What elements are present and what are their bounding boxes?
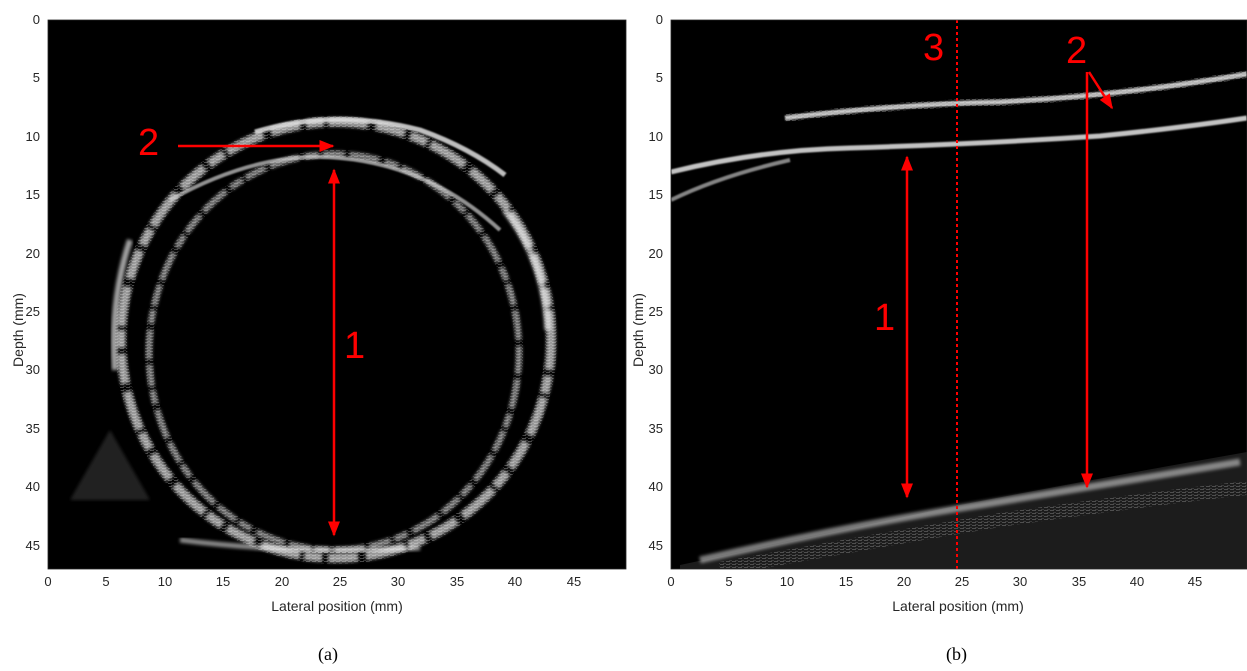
panel-b-echo <box>671 70 1247 569</box>
panel-a-xtick: 20 <box>275 574 289 589</box>
panel-a-ytick: 0 <box>33 12 40 27</box>
panel-a-annotation-1: 1 <box>344 325 365 367</box>
panel-a-ytick: 35 <box>26 421 40 436</box>
panel-b-ytick: 45 <box>649 538 663 553</box>
panel-a: 2 1 0 5 10 15 20 25 30 35 40 45 0 5 10 1… <box>10 12 627 614</box>
panel-b-xtick: 15 <box>839 574 853 589</box>
panel-b-xtick: 20 <box>897 574 911 589</box>
panel-b-ytick: 35 <box>649 421 663 436</box>
panel-b-ytick: 30 <box>649 362 663 377</box>
panel-a-x-ticks: 0 5 10 15 20 25 30 35 40 45 <box>44 574 581 589</box>
panel-b-ylabel: Depth (mm) <box>630 293 646 367</box>
panel-b-ytick: 40 <box>649 479 663 494</box>
panel-a-xlabel: Lateral position (mm) <box>271 598 403 614</box>
panel-a-axes-frame <box>47 19 627 570</box>
panel-a-xtick: 0 <box>44 574 51 589</box>
panel-b-xlabel: Lateral position (mm) <box>892 598 1024 614</box>
panel-b-xtick: 35 <box>1072 574 1086 589</box>
panel-a-xtick: 5 <box>102 574 109 589</box>
panel-a-xtick: 40 <box>508 574 522 589</box>
panel-b-ytick: 25 <box>649 304 663 319</box>
panel-a-xtick: 25 <box>333 574 347 589</box>
panel-b-annotation-2: 2 <box>1066 30 1087 72</box>
panel-b-xtick: 45 <box>1188 574 1202 589</box>
panel-a-ytick: 15 <box>26 187 40 202</box>
caption-b: (b) <box>946 644 967 664</box>
panel-b: 3 2 1 0 5 10 15 20 25 30 35 40 45 0 5 10… <box>630 12 1247 614</box>
panel-b-ytick: 15 <box>649 187 663 202</box>
panel-a-ytick: 5 <box>33 70 40 85</box>
panel-b-xtick: 40 <box>1130 574 1144 589</box>
panel-b-ytick: 5 <box>656 70 663 85</box>
panel-a-xtick: 45 <box>567 574 581 589</box>
panel-a-ytick: 10 <box>26 129 40 144</box>
panel-b-x-ticks: 0 5 10 15 20 25 30 35 40 45 <box>667 574 1202 589</box>
panel-a-xtick: 15 <box>216 574 230 589</box>
panel-b-annotation-1: 1 <box>874 297 895 339</box>
panel-a-ytick: 40 <box>26 479 40 494</box>
panel-b-xtick: 5 <box>725 574 732 589</box>
panel-b-xtick: 10 <box>780 574 794 589</box>
panel-b-xtick: 25 <box>955 574 969 589</box>
panel-b-ytick: 10 <box>649 129 663 144</box>
panel-a-ytick: 30 <box>26 362 40 377</box>
panel-b-xtick: 30 <box>1013 574 1027 589</box>
panel-b-ytick: 0 <box>656 12 663 27</box>
panel-b-axes-frame <box>670 19 1247 570</box>
panel-b-xtick: 0 <box>667 574 674 589</box>
panel-a-xtick: 35 <box>450 574 464 589</box>
panel-a-y-ticks: 0 5 10 15 20 25 30 35 40 45 <box>26 12 40 553</box>
panel-a-ytick: 45 <box>26 538 40 553</box>
panel-a-ytick: 20 <box>26 246 40 261</box>
panel-a-ylabel: Depth (mm) <box>10 293 26 367</box>
panel-a-xtick: 10 <box>158 574 172 589</box>
panel-b-arrow-2-right <box>1087 71 1114 110</box>
panel-b-annotation-3: 3 <box>923 27 944 69</box>
panel-a-ytick: 25 <box>26 304 40 319</box>
panel-b-ytick: 20 <box>649 246 663 261</box>
caption-a: (a) <box>318 644 338 664</box>
panel-a-annotation-2: 2 <box>138 122 159 164</box>
panel-b-y-ticks: 0 5 10 15 20 25 30 35 40 45 <box>649 12 663 553</box>
panel-a-echo <box>70 116 557 564</box>
panel-a-xtick: 30 <box>391 574 405 589</box>
